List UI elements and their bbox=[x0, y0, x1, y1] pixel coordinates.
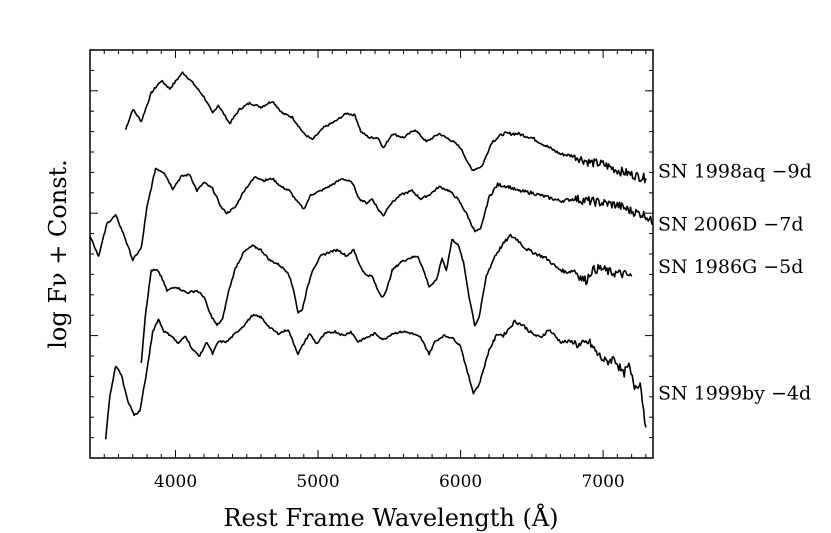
series-label: SN 1998aq −9d bbox=[658, 160, 812, 182]
series-label: SN 1986G −5d bbox=[658, 256, 803, 278]
x-tick-label: 7000 bbox=[581, 472, 624, 492]
x-axis-tick-labels: 4000 5000 6000 7000 bbox=[154, 472, 625, 492]
series-label: SN 2006D −7d bbox=[658, 213, 803, 235]
x-tick-label: 5000 bbox=[296, 472, 339, 492]
y-axis-label: log Fν + Const. bbox=[44, 159, 72, 349]
series-line bbox=[124, 71, 647, 184]
x-axis-label: Rest Frame Wavelength (Å) bbox=[223, 503, 558, 532]
plot-frame bbox=[89, 49, 654, 459]
x-tick-label: 6000 bbox=[439, 472, 482, 492]
x-tick-label: 4000 bbox=[154, 472, 197, 492]
y-axis-ticks bbox=[90, 69, 653, 439]
x-axis-ticks bbox=[103, 50, 647, 458]
series-line bbox=[104, 313, 647, 440]
spectra-lines bbox=[89, 71, 654, 440]
series-line bbox=[140, 233, 633, 363]
series-labels: SN 1998aq −9d SN 2006D −7d SN 1986G −5d SN … bbox=[658, 160, 812, 404]
series-label: SN 1999by −4d bbox=[658, 383, 811, 405]
series-line bbox=[89, 167, 654, 262]
